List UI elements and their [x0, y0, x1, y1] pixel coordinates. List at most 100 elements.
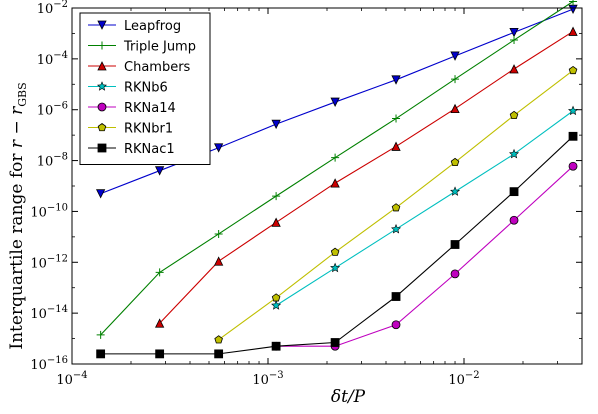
data-point [391, 141, 401, 151]
y-tick-exponent: −12 [47, 253, 68, 264]
y-tick-base: 10 [37, 2, 54, 17]
y-axis-label-subscript: GBS [16, 82, 29, 106]
legend-marker [97, 123, 107, 132]
series-chambers [154, 26, 578, 328]
data-point [568, 161, 578, 171]
data-point [330, 262, 341, 273]
y-tick-base: 10 [37, 53, 54, 68]
data-point [450, 103, 460, 114]
data-point [330, 178, 340, 188]
legend-item: RKNb6 [88, 81, 168, 96]
data-point [271, 119, 281, 130]
data-point [568, 131, 578, 141]
legend-label: RKNb6 [124, 81, 168, 96]
x-tick-base: 10 [448, 373, 465, 388]
data-point [154, 166, 165, 176]
series-triple-jump [96, 0, 578, 339]
y-tick-label: 10−10 [30, 202, 68, 220]
y-tick-exponent: −8 [53, 152, 68, 163]
legend-marker [98, 41, 106, 50]
y-tick-base: 10 [30, 358, 47, 373]
data-point [391, 223, 402, 234]
legend-marker [96, 81, 108, 91]
data-point [154, 318, 165, 328]
data-point [214, 229, 223, 238]
data-point [509, 215, 519, 225]
x-tick-label: 10−4 [56, 370, 87, 388]
legend-marker [97, 20, 107, 30]
y-tick-label: 10−6 [37, 101, 68, 119]
y-tick-exponent: −6 [53, 101, 68, 112]
y-tick-exponent: −4 [53, 50, 68, 61]
data-point [331, 153, 340, 162]
data-point [450, 240, 460, 249]
legend-label: RKNac1 [124, 142, 175, 157]
legend-item: RKNa14 [88, 101, 176, 116]
data-point [155, 349, 165, 359]
data-point [330, 247, 340, 256]
y-tick-exponent: −16 [47, 355, 68, 366]
data-point [391, 203, 401, 212]
data-point [510, 36, 519, 45]
y-tick-exponent: −2 [53, 0, 68, 10]
data-point [271, 217, 281, 227]
y-tick-base: 10 [30, 256, 47, 271]
data-point [568, 26, 578, 36]
legend-marker [97, 102, 107, 112]
data-point [509, 110, 519, 119]
y-tick-exponent: −14 [47, 304, 68, 315]
series-line [159, 30, 574, 324]
data-point [213, 256, 224, 266]
data-point [96, 330, 105, 339]
y-axis-label-text: Interquartile range for [7, 148, 27, 350]
data-point [569, 0, 578, 6]
data-point [272, 192, 281, 201]
data-point [509, 64, 519, 74]
data-point [450, 51, 460, 61]
data-point [450, 269, 460, 279]
data-point [155, 268, 164, 277]
legend-item: Leapfrog [88, 19, 181, 34]
x-tick-label: 10−3 [252, 370, 283, 388]
x-tick-exponent: −3 [269, 370, 284, 381]
legend-item: Chambers [88, 60, 191, 75]
y-tick-label: 10−12 [30, 253, 68, 271]
x-axis-label: δt/P [331, 387, 366, 407]
y-axis-label: Interquartile range for r − rGBS [7, 82, 29, 349]
data-point [509, 27, 519, 38]
x-tick-exponent: −2 [465, 370, 480, 381]
data-point [450, 186, 461, 196]
data-point [271, 293, 281, 302]
data-point [450, 157, 460, 167]
data-point [391, 320, 401, 330]
data-point [392, 114, 401, 123]
data-point [509, 187, 519, 197]
legend-item: Triple Jump [88, 40, 196, 55]
y-tick-base: 10 [37, 104, 54, 119]
data-point [96, 349, 106, 359]
series-rkna14 [271, 161, 578, 351]
legend-label: Triple Jump [123, 40, 196, 55]
data-point [271, 341, 281, 351]
y-tick-label: 10−2 [37, 0, 68, 17]
legend: Leapfrog Triple Jump Chambers RKNb6 RKNa14 RK… [79, 12, 211, 165]
x-tick-base: 10 [56, 373, 73, 388]
series-rknac1 [96, 131, 578, 359]
legend-marker [97, 61, 107, 71]
y-tick-label: 10−16 [30, 355, 68, 373]
data-point [391, 75, 401, 85]
legend-item: RKNac1 [88, 142, 175, 157]
legend-label: RKNa14 [124, 101, 176, 116]
series-line [275, 110, 574, 306]
y-tick-exponent: −10 [47, 202, 68, 213]
series-line [276, 165, 574, 347]
y-tick-base: 10 [37, 155, 54, 170]
y-tick-label: 10−14 [30, 304, 68, 322]
y-tick-base: 10 [30, 307, 47, 322]
legend-marker [97, 143, 107, 153]
data-point [214, 349, 224, 359]
data-point [214, 335, 223, 344]
data-point [568, 65, 578, 75]
data-point [509, 148, 520, 159]
